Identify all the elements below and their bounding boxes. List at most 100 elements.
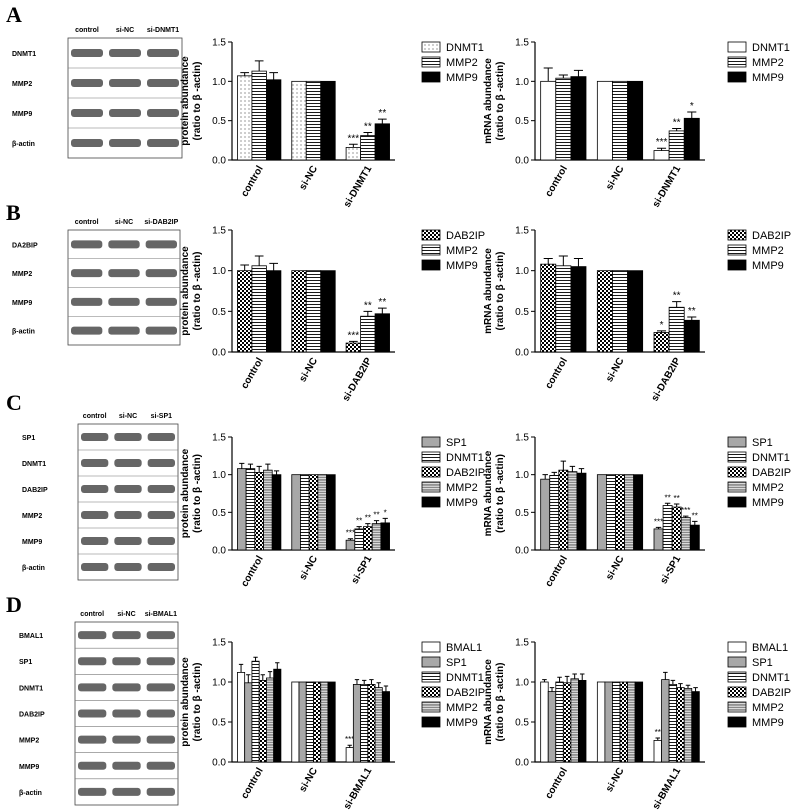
- protein-label: DAB2IP: [19, 712, 45, 719]
- blot-band: [146, 787, 175, 796]
- bar: [291, 80, 307, 161]
- significance: **: [373, 511, 379, 520]
- y-axis-label: mRNA abundance: [483, 450, 494, 536]
- legend-label: MMP2: [446, 245, 478, 257]
- error-bar: [549, 687, 555, 692]
- legend-swatch: [727, 641, 747, 653]
- bar: [578, 680, 587, 763]
- legend-swatch: [421, 56, 441, 68]
- blot-band: [112, 761, 141, 770]
- blot-band: [108, 269, 140, 278]
- legend-swatch: [727, 686, 747, 698]
- bar: [308, 474, 319, 551]
- blot-band: [147, 485, 175, 493]
- y-axis-label: protein abundance: [180, 448, 191, 538]
- bar: [619, 681, 628, 763]
- significance: ***: [345, 735, 354, 744]
- error-bar: [558, 255, 568, 266]
- error-bar: [542, 474, 548, 480]
- y-tick-label: 0.0: [515, 156, 529, 167]
- bar: [683, 319, 700, 353]
- error-bar: [693, 687, 698, 692]
- blot-band: [146, 657, 175, 666]
- legend-swatch: [421, 481, 441, 493]
- y-axis-label: mRNA abundance: [483, 248, 494, 334]
- significance: *: [384, 508, 387, 517]
- bar: [540, 263, 557, 353]
- bar: [627, 270, 644, 353]
- bar: [662, 505, 673, 551]
- lane-label: si-DAB2IP: [144, 219, 178, 226]
- blot-band: [71, 297, 103, 306]
- legend-swatch: [727, 56, 747, 68]
- error-bar: [543, 257, 553, 265]
- bar: [540, 478, 551, 551]
- error-bar: [363, 310, 373, 317]
- bar: [615, 474, 625, 551]
- panel-letter: D: [6, 592, 22, 617]
- bar: [374, 123, 390, 161]
- bar: [612, 80, 628, 161]
- bar: [555, 77, 572, 161]
- legend-swatch: [727, 451, 747, 463]
- legend-swatch: [727, 71, 747, 83]
- x-tick-label: si-NC: [298, 554, 321, 582]
- error-bar: [557, 676, 562, 682]
- legend-swatch: [421, 671, 441, 683]
- error-bar: [655, 737, 661, 741]
- error-bar: [692, 520, 698, 526]
- legend-swatch: [421, 466, 441, 478]
- y-axis-label: (ratio to β -actin): [495, 62, 506, 141]
- bar: [254, 472, 264, 551]
- legend-label: DAB2IP: [446, 467, 485, 479]
- blot-band: [78, 735, 107, 744]
- legend-swatch: [727, 701, 747, 713]
- protein-label: β-actin: [12, 141, 35, 148]
- significance: **: [674, 494, 680, 503]
- legend-label: MMP9: [446, 260, 478, 272]
- y-tick-label: 0.0: [212, 156, 226, 167]
- bar: [612, 681, 621, 763]
- bar: [604, 681, 613, 763]
- error-bar: [678, 683, 683, 688]
- error-bar: [240, 264, 250, 271]
- blot-band: [146, 735, 175, 744]
- x-tick-label: si-DNMT1: [342, 164, 375, 210]
- bar: [540, 80, 557, 161]
- error-bar: [260, 674, 265, 681]
- blot-band: [114, 563, 142, 571]
- bar: [547, 691, 557, 763]
- bar: [313, 681, 322, 763]
- bar: [298, 681, 307, 763]
- blot-band: [71, 49, 103, 57]
- x-tick-label: control: [543, 164, 570, 199]
- significance: **: [655, 728, 661, 737]
- blot-band: [81, 511, 109, 519]
- error-bar: [254, 60, 264, 72]
- x-tick-label: si-DNMT1: [651, 164, 684, 210]
- error-bar: [267, 671, 273, 678]
- bar: [555, 265, 572, 353]
- legend-swatch: [421, 229, 441, 241]
- y-axis-label: (ratio to β -actin): [495, 454, 506, 533]
- error-bar: [655, 526, 662, 529]
- protein-label: DNMT1: [12, 51, 36, 58]
- protein-label: DNMT1: [19, 685, 43, 692]
- y-tick-label: 0.5: [515, 116, 529, 127]
- legend-label: DAB2IP: [446, 687, 485, 699]
- error-bar: [558, 74, 568, 79]
- legend-swatch: [421, 244, 441, 256]
- protein-label: SP1: [22, 435, 35, 442]
- error-bar: [657, 330, 667, 333]
- legend-label: MMP9: [752, 72, 784, 84]
- error-bar: [687, 111, 697, 119]
- x-tick-label: si-NC: [298, 164, 321, 192]
- y-tick-label: 1.5: [212, 38, 226, 49]
- legend-label: DNMT1: [752, 452, 790, 464]
- bar: [661, 679, 670, 763]
- bar: [266, 677, 275, 763]
- legend-label: SP1: [752, 437, 773, 449]
- lane-label: si-BMAL1: [145, 611, 177, 618]
- error-bar: [663, 671, 668, 680]
- significance: ***: [656, 137, 668, 148]
